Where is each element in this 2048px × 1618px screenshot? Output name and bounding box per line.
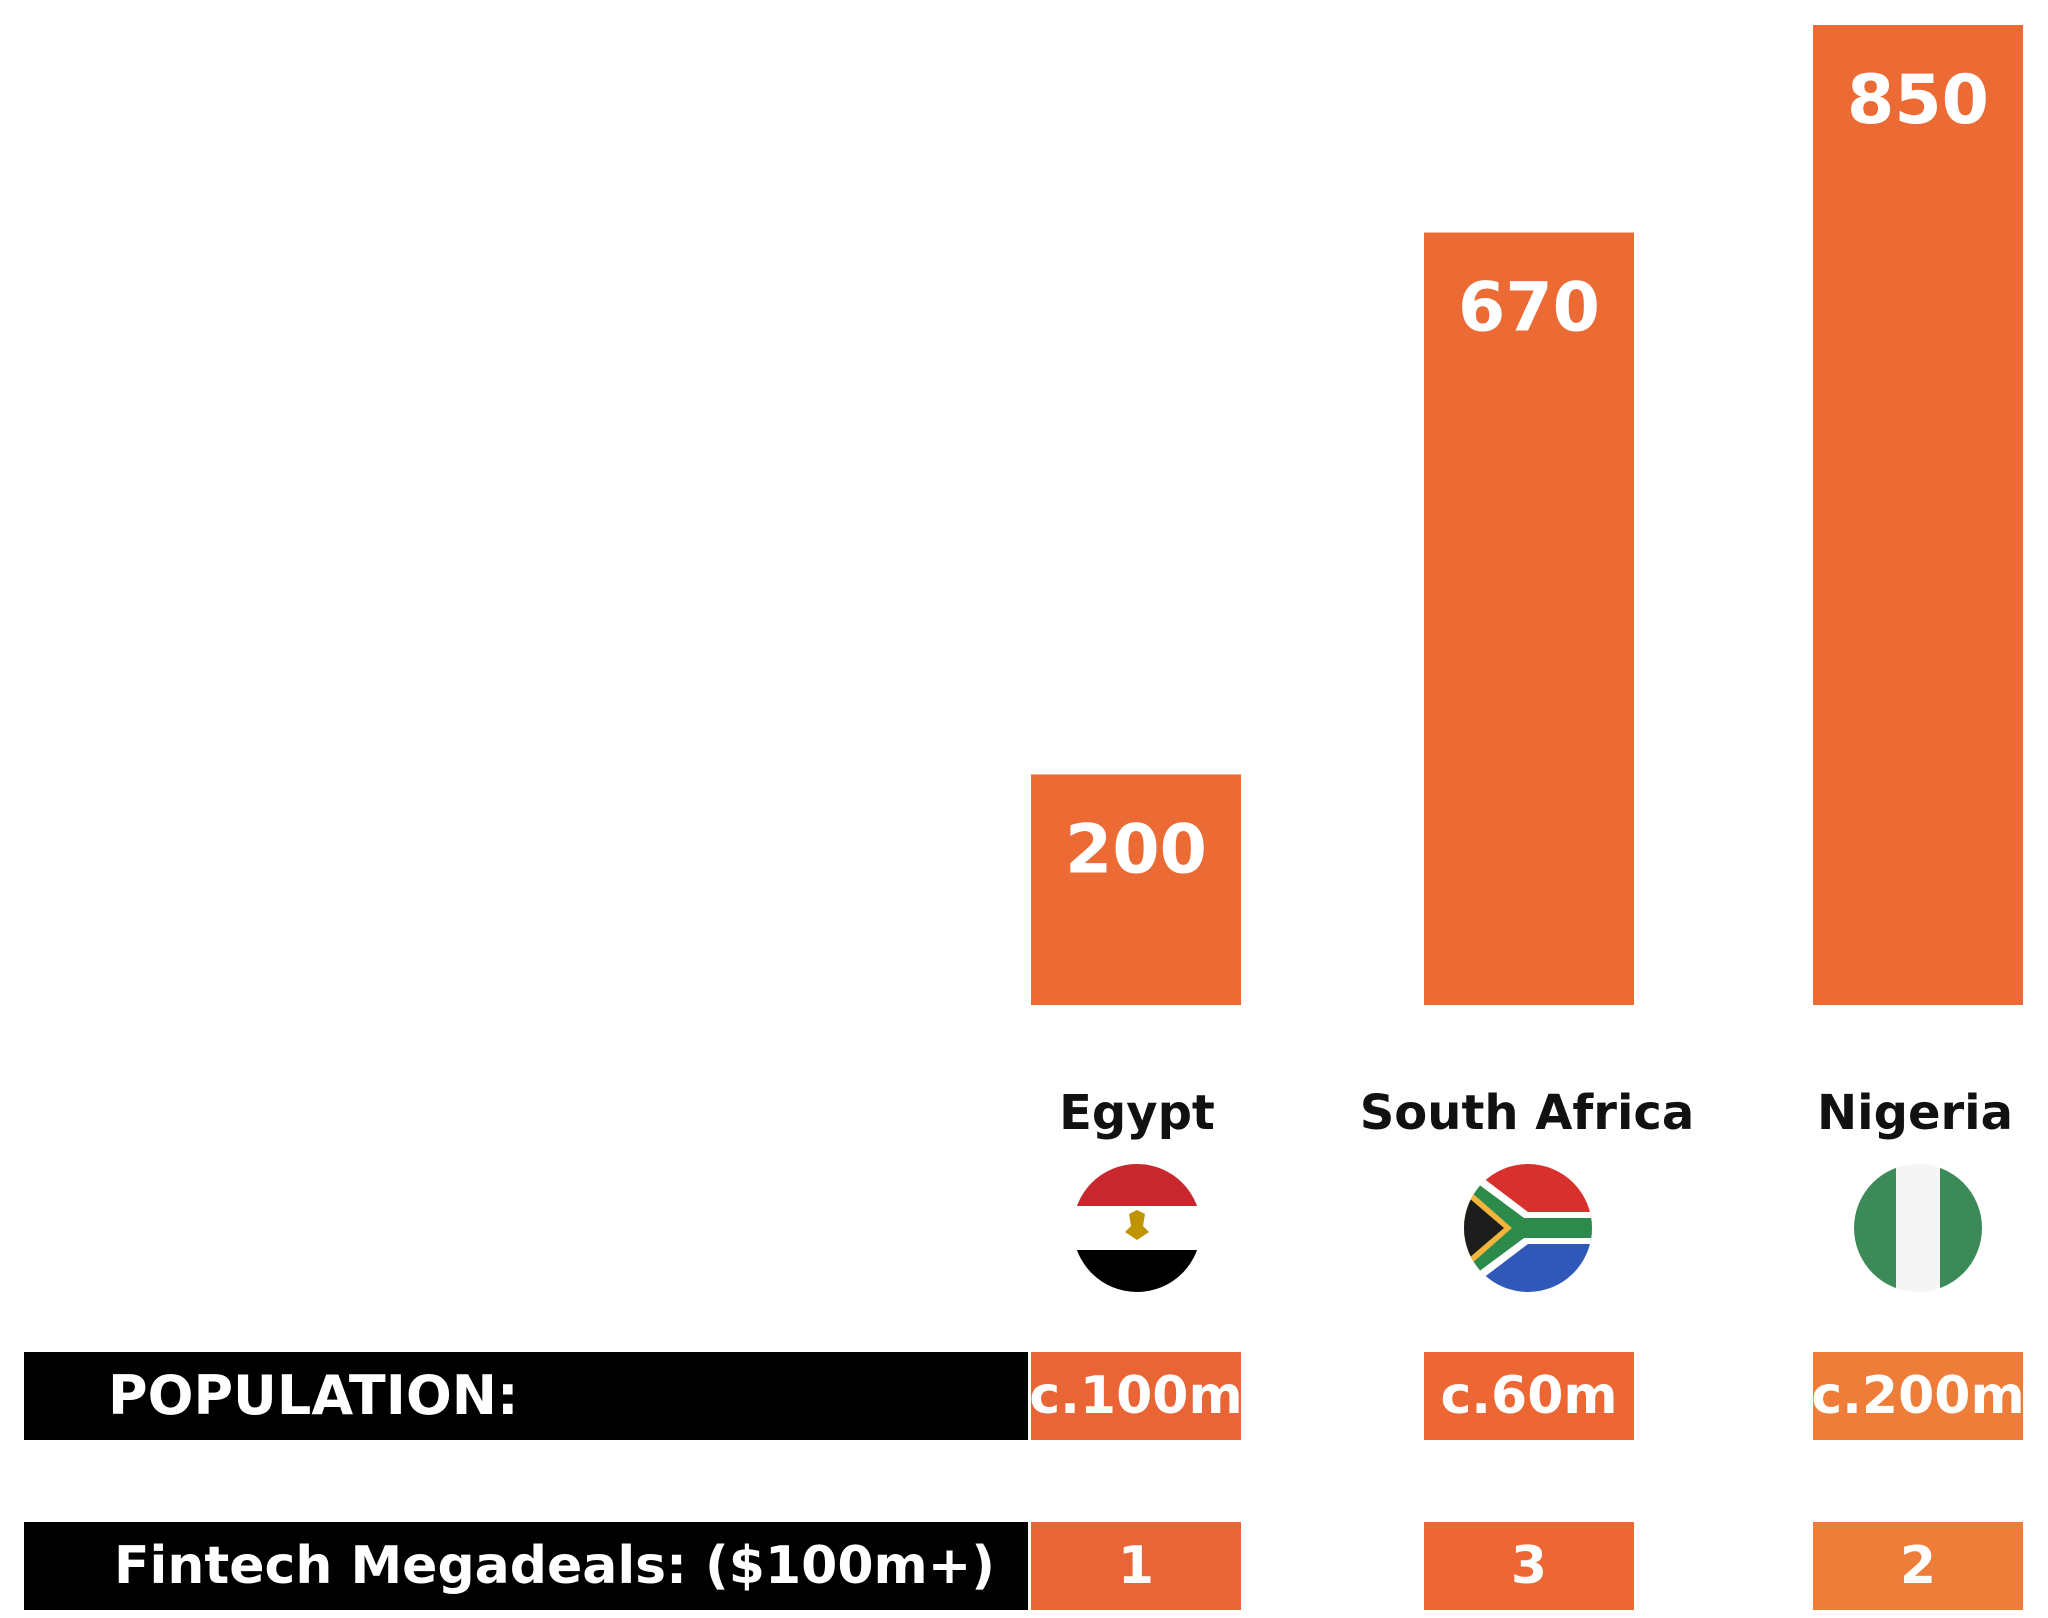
population-title: POPULATION: <box>108 1364 519 1427</box>
population-south-africa: c.60m <box>1424 1352 1634 1440</box>
population-nigeria: c.200m <box>1811 1352 2025 1440</box>
category-label-south-africa: South Africa <box>1359 1085 1695 1141</box>
population-egypt: c.100m <box>1029 1352 1243 1440</box>
bar-south-africa <box>1424 232 1634 1005</box>
data-label-south-africa: 670 <box>1458 269 1600 348</box>
bar-nigeria <box>1813 25 2023 1005</box>
bar-chart: 200 670 850 <box>1031 25 2023 1005</box>
megadeals-south-africa: 3 <box>1424 1522 1634 1610</box>
egypt-flag-icon <box>1073 1164 1201 1292</box>
category-label-nigeria: Nigeria <box>1816 1085 2014 1141</box>
nigeria-flag-icon <box>1854 1164 1982 1292</box>
data-label-nigeria: 850 <box>1847 61 1989 140</box>
south-africa-flag-icon <box>1464 1164 1592 1292</box>
megadeals-title: Fintech Megadeals: ($100m+) <box>114 1536 996 1596</box>
population-row <box>24 1352 1028 1440</box>
category-label-egypt: Egypt <box>1059 1085 1215 1141</box>
bar-egypt <box>1031 774 1241 1005</box>
data-label-egypt: 200 <box>1065 810 1207 889</box>
megadeals-row <box>24 1522 1028 1610</box>
megadeals-egypt: 1 <box>1031 1522 1241 1610</box>
megadeals-nigeria: 2 <box>1813 1522 2023 1610</box>
